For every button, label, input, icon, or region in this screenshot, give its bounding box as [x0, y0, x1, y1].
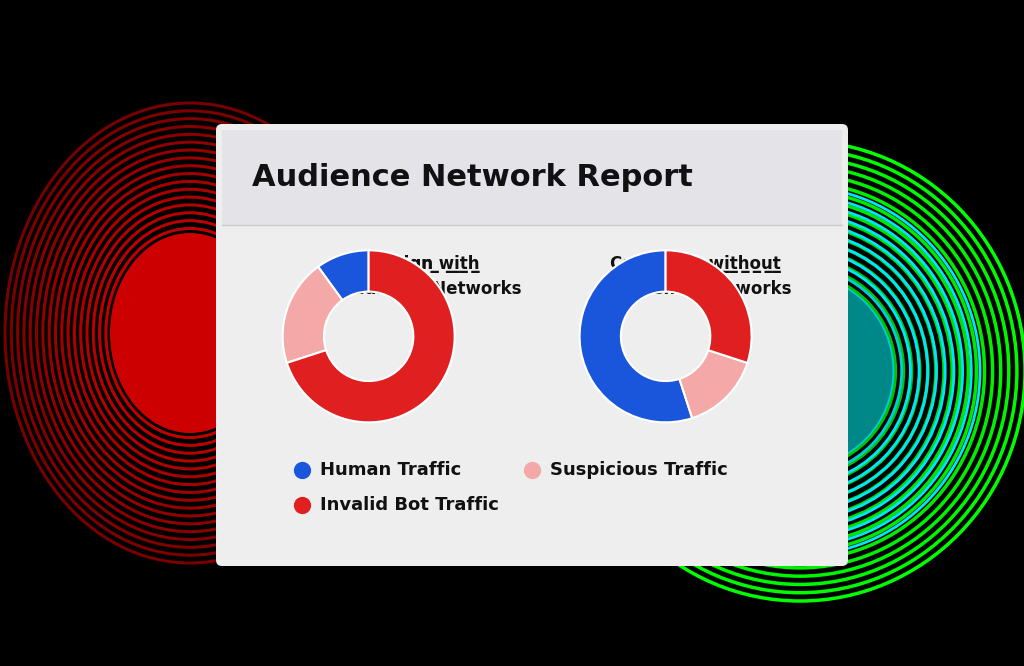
Wedge shape — [666, 250, 752, 363]
Text: Invalid Bot Traffic: Invalid Bot Traffic — [319, 496, 499, 514]
Wedge shape — [580, 250, 692, 422]
Ellipse shape — [741, 312, 858, 430]
Text: Campaign ̲w̲i̲t̲h̲
Audience Networks: Campaign ̲w̲i̲t̲h̲ Audience Networks — [340, 255, 521, 298]
Ellipse shape — [729, 298, 871, 444]
Ellipse shape — [751, 320, 850, 422]
Ellipse shape — [708, 276, 893, 466]
Text: Campaign ̲w̲i̲t̲h̲o̲u̲t̲
Audience Networks: Campaign ̲w̲i̲t̲h̲o̲u̲t̲ Audience Networ… — [610, 255, 792, 298]
Ellipse shape — [131, 260, 249, 406]
Text: Suspicious Traffic: Suspicious Traffic — [550, 461, 728, 479]
FancyBboxPatch shape — [216, 124, 848, 566]
Ellipse shape — [143, 276, 237, 390]
Ellipse shape — [737, 306, 863, 436]
Ellipse shape — [110, 233, 270, 433]
Wedge shape — [287, 250, 455, 422]
Point — [294, 500, 310, 510]
Wedge shape — [679, 350, 748, 418]
Text: Campaign: Campaign — [340, 255, 438, 273]
Ellipse shape — [137, 268, 243, 398]
Text: Human Traffic: Human Traffic — [319, 461, 461, 479]
Wedge shape — [318, 250, 369, 300]
Text: Audience Network Report: Audience Network Report — [252, 163, 693, 192]
Point — [524, 465, 541, 476]
Point — [294, 465, 310, 476]
Wedge shape — [283, 267, 342, 363]
FancyBboxPatch shape — [222, 130, 842, 225]
